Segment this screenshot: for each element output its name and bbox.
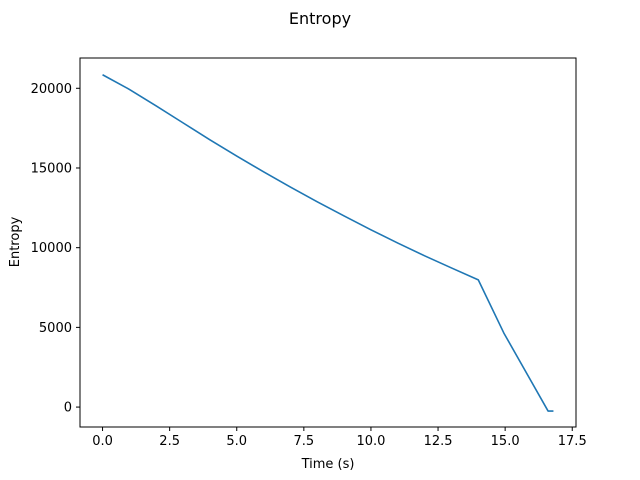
x-axis-label: Time (s) [301,457,355,472]
y-tick-label: 0 [64,401,72,416]
x-axis-ticks: 0.0 2.5 5.0 7.5 10.0 12.5 15.0 17.5 [92,427,587,449]
y-tick-label: 5000 [39,321,72,336]
entropy-series-line [102,74,554,412]
x-tick-label: 12.5 [424,434,453,449]
x-tick-label: 0.0 [92,434,113,449]
x-tick-label: 5.0 [226,434,247,449]
y-axis-ticks: 0 5000 10000 15000 20000 [31,82,80,416]
chart-title: Entropy [289,9,351,28]
x-tick-label: 7.5 [294,434,315,449]
x-tick-label: 2.5 [159,434,180,449]
y-axis-label: Entropy [8,216,23,267]
y-tick-label: 15000 [31,161,72,176]
plot-area [79,57,577,428]
x-tick-label: 17.5 [558,434,587,449]
x-tick-label: 10.0 [356,434,385,449]
y-tick-label: 20000 [31,82,72,97]
y-tick-label: 10000 [31,241,72,256]
x-tick-label: 15.0 [491,434,520,449]
